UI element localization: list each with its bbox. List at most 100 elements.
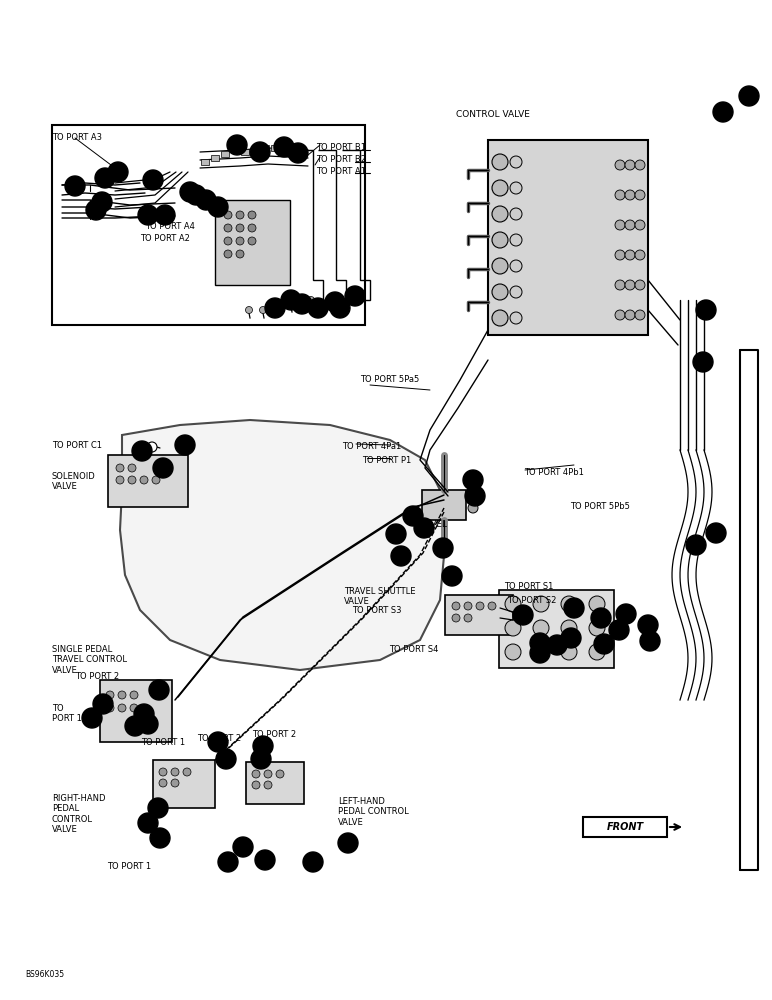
Circle shape <box>442 566 462 586</box>
Text: 28: 28 <box>239 842 248 852</box>
Circle shape <box>307 296 314 304</box>
Circle shape <box>505 644 521 660</box>
Text: RIGHT-HAND
PEDAL
CONTROL
VALVE: RIGHT-HAND PEDAL CONTROL VALVE <box>52 794 106 834</box>
Circle shape <box>216 749 236 769</box>
Circle shape <box>65 176 85 196</box>
Circle shape <box>134 704 154 724</box>
Circle shape <box>248 211 256 219</box>
Text: 26: 26 <box>718 107 728 116</box>
Circle shape <box>255 850 275 870</box>
Text: 51: 51 <box>87 714 96 722</box>
Circle shape <box>403 506 423 526</box>
Circle shape <box>452 614 460 622</box>
Text: 2: 2 <box>316 304 320 312</box>
Circle shape <box>252 770 260 778</box>
Circle shape <box>140 476 148 484</box>
Text: SWIVEL: SWIVEL <box>413 520 447 529</box>
Circle shape <box>92 192 112 212</box>
Circle shape <box>333 294 340 300</box>
Circle shape <box>561 596 577 612</box>
Circle shape <box>130 691 138 699</box>
Circle shape <box>128 476 136 484</box>
Circle shape <box>159 768 167 776</box>
Circle shape <box>433 538 453 558</box>
Text: 18: 18 <box>213 738 223 746</box>
Circle shape <box>95 168 115 188</box>
Circle shape <box>236 224 244 232</box>
Text: 4: 4 <box>300 300 304 308</box>
Circle shape <box>106 691 114 699</box>
Circle shape <box>465 486 485 506</box>
Text: 38: 38 <box>256 754 266 764</box>
Circle shape <box>510 208 522 220</box>
Circle shape <box>128 464 136 472</box>
Bar <box>211 155 219 161</box>
Circle shape <box>265 298 285 318</box>
Text: 24: 24 <box>711 528 721 538</box>
Text: 40: 40 <box>100 174 110 182</box>
Circle shape <box>635 310 645 320</box>
Circle shape <box>492 206 508 222</box>
Circle shape <box>505 620 521 636</box>
Circle shape <box>303 852 323 872</box>
Text: TO PORT A3: TO PORT A3 <box>52 133 102 142</box>
Circle shape <box>227 135 247 155</box>
Circle shape <box>281 290 301 310</box>
Text: 53: 53 <box>139 710 149 718</box>
Circle shape <box>224 224 232 232</box>
Circle shape <box>625 280 635 290</box>
Circle shape <box>463 470 483 490</box>
Text: 47: 47 <box>137 446 147 456</box>
Circle shape <box>236 237 244 245</box>
Circle shape <box>248 237 256 245</box>
Text: 55: 55 <box>293 148 303 157</box>
Circle shape <box>530 633 550 653</box>
Text: 39: 39 <box>91 206 101 215</box>
Text: 32: 32 <box>535 648 545 658</box>
Circle shape <box>615 310 625 320</box>
Text: 49: 49 <box>180 440 190 450</box>
Text: 42: 42 <box>552 641 562 650</box>
Circle shape <box>615 250 625 260</box>
Text: TO PORT A1: TO PORT A1 <box>316 167 366 176</box>
Text: 30: 30 <box>113 167 123 176</box>
Circle shape <box>276 770 284 778</box>
Circle shape <box>589 596 605 612</box>
Circle shape <box>615 280 625 290</box>
Text: SINGLE PEDAL
TRAVEL CONTROL
VALVE: SINGLE PEDAL TRAVEL CONTROL VALVE <box>52 645 127 675</box>
Circle shape <box>264 770 272 778</box>
Text: 16: 16 <box>408 512 418 520</box>
Circle shape <box>171 768 179 776</box>
Circle shape <box>116 476 124 484</box>
Circle shape <box>138 714 158 734</box>
Circle shape <box>533 596 549 612</box>
Text: 17: 17 <box>222 754 231 764</box>
Text: 24: 24 <box>643 620 653 630</box>
Text: 19: 19 <box>258 742 268 750</box>
Text: 21: 21 <box>161 211 170 220</box>
Circle shape <box>224 250 232 258</box>
Text: BS96K035: BS96K035 <box>25 970 64 979</box>
Circle shape <box>492 180 508 196</box>
Bar <box>52 125 365 325</box>
Text: FRONT: FRONT <box>607 822 644 832</box>
Circle shape <box>492 310 508 326</box>
Circle shape <box>414 518 434 538</box>
Text: 34: 34 <box>599 640 609 648</box>
Bar <box>153 760 215 808</box>
Bar <box>231 147 239 153</box>
Text: 29: 29 <box>70 182 80 190</box>
Circle shape <box>116 464 124 472</box>
Circle shape <box>625 220 635 230</box>
Circle shape <box>148 798 168 818</box>
Circle shape <box>325 292 345 312</box>
Circle shape <box>530 643 550 663</box>
Circle shape <box>224 211 232 219</box>
Circle shape <box>492 258 508 274</box>
Bar <box>261 145 269 151</box>
Text: 49: 49 <box>468 476 478 485</box>
Circle shape <box>640 631 660 651</box>
Text: 57: 57 <box>154 686 164 694</box>
Circle shape <box>253 736 273 756</box>
Circle shape <box>150 828 170 848</box>
